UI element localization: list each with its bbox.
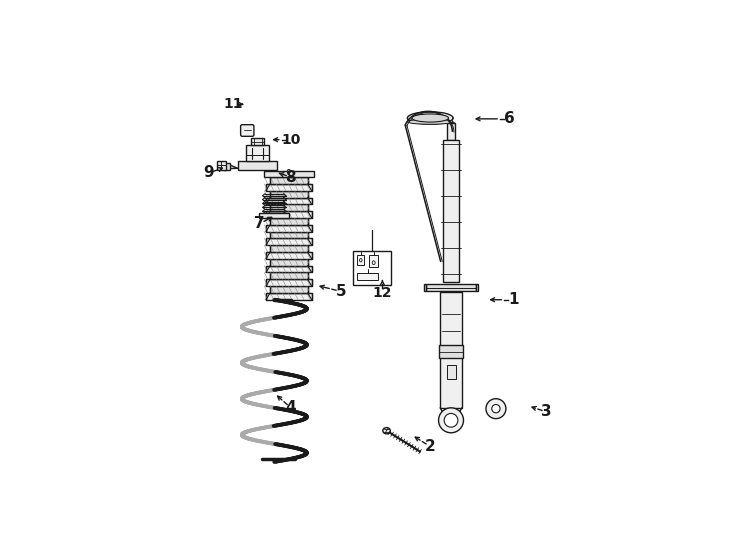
Polygon shape — [270, 177, 308, 184]
Bar — [440, 292, 462, 408]
Bar — [252, 138, 264, 145]
Polygon shape — [266, 279, 312, 286]
Ellipse shape — [444, 414, 458, 427]
Text: 11: 11 — [223, 97, 242, 111]
Polygon shape — [270, 245, 308, 252]
Bar — [424, 284, 426, 292]
Polygon shape — [270, 259, 308, 266]
Ellipse shape — [438, 408, 463, 433]
Polygon shape — [270, 204, 308, 211]
Bar — [447, 366, 456, 379]
Polygon shape — [266, 211, 312, 218]
Polygon shape — [270, 191, 308, 198]
Text: 4: 4 — [286, 400, 297, 415]
Polygon shape — [266, 238, 312, 245]
Polygon shape — [270, 218, 308, 225]
Text: 2: 2 — [425, 439, 435, 454]
Polygon shape — [266, 293, 312, 300]
Bar — [447, 123, 455, 140]
Bar — [259, 213, 289, 218]
Polygon shape — [266, 252, 312, 259]
Bar — [357, 273, 378, 280]
Text: 8: 8 — [286, 170, 297, 185]
Ellipse shape — [360, 259, 362, 262]
Bar — [217, 161, 226, 171]
Bar — [264, 171, 314, 177]
Polygon shape — [266, 198, 312, 204]
Polygon shape — [270, 273, 308, 279]
Polygon shape — [266, 225, 312, 232]
Bar — [223, 163, 230, 170]
Ellipse shape — [287, 170, 291, 173]
Polygon shape — [270, 286, 308, 293]
Ellipse shape — [492, 404, 500, 413]
Bar — [369, 255, 378, 267]
FancyBboxPatch shape — [241, 125, 254, 136]
Ellipse shape — [407, 119, 453, 124]
Bar — [476, 284, 479, 292]
Ellipse shape — [372, 261, 375, 265]
Bar — [357, 255, 364, 265]
Text: 5: 5 — [335, 284, 346, 299]
Polygon shape — [225, 163, 238, 168]
Ellipse shape — [412, 114, 448, 122]
Polygon shape — [270, 232, 308, 238]
Bar — [439, 346, 463, 358]
Bar — [443, 140, 459, 282]
Ellipse shape — [486, 399, 506, 418]
Bar — [246, 145, 269, 161]
Text: 6: 6 — [504, 111, 515, 126]
Ellipse shape — [407, 112, 453, 124]
Polygon shape — [266, 184, 312, 191]
Text: 1: 1 — [508, 292, 519, 307]
Text: 10: 10 — [281, 133, 301, 147]
Bar — [353, 251, 390, 285]
Bar — [426, 284, 476, 292]
Ellipse shape — [383, 428, 390, 434]
Text: 9: 9 — [204, 165, 214, 180]
Polygon shape — [266, 266, 312, 273]
Text: 3: 3 — [542, 404, 552, 420]
Bar — [238, 161, 277, 170]
Text: 7: 7 — [255, 216, 265, 231]
Text: 12: 12 — [373, 286, 392, 300]
